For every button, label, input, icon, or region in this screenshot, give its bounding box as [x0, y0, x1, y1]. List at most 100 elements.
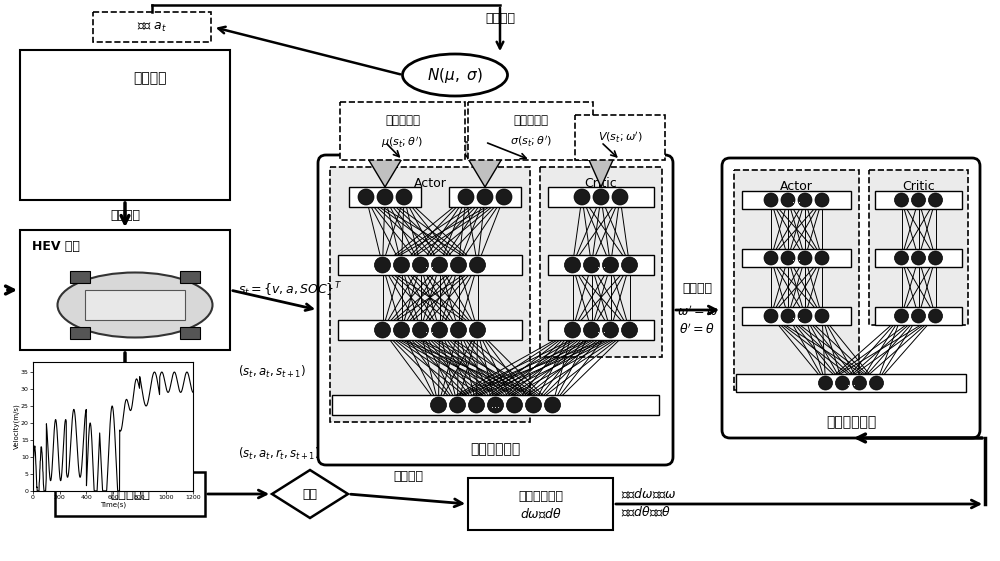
- Bar: [869, 170, 968, 325]
- Circle shape: [430, 397, 446, 413]
- Text: 获取累计梯度: 获取累计梯度: [518, 490, 563, 503]
- Bar: [742, 191, 851, 209]
- Circle shape: [781, 309, 795, 323]
- Bar: [548, 187, 654, 207]
- Circle shape: [895, 193, 908, 207]
- Text: 使用$d\omega$更新$\omega$: 使用$d\omega$更新$\omega$: [621, 487, 677, 501]
- Text: $d\omega$和$d\theta$: $d\omega$和$d\theta$: [520, 507, 561, 521]
- Text: 奖励: 奖励: [119, 409, 136, 423]
- Text: 局部神经网络: 局部神经网络: [470, 442, 521, 456]
- Circle shape: [450, 322, 466, 338]
- Bar: [875, 249, 962, 267]
- Circle shape: [815, 251, 829, 265]
- Circle shape: [450, 397, 466, 413]
- FancyBboxPatch shape: [722, 158, 980, 438]
- Text: 随机取样: 随机取样: [485, 11, 515, 25]
- Text: 运行工况: 运行工况: [110, 209, 140, 222]
- Circle shape: [895, 251, 908, 265]
- Text: ...: ...: [426, 260, 434, 270]
- Bar: [338, 320, 522, 340]
- Text: $\theta' =\theta$: $\theta' =\theta$: [679, 323, 716, 337]
- Bar: [20, 50, 230, 200]
- Text: ...: ...: [596, 325, 606, 335]
- Circle shape: [544, 397, 560, 413]
- Bar: [338, 255, 522, 275]
- Circle shape: [413, 257, 428, 273]
- Circle shape: [622, 257, 638, 273]
- Text: $\sigma(s_t;\theta')$: $\sigma(s_t;\theta')$: [510, 135, 551, 149]
- Text: 动作平均值: 动作平均值: [385, 113, 420, 126]
- Circle shape: [450, 257, 466, 273]
- Circle shape: [470, 257, 486, 273]
- Text: 动作标准差: 动作标准差: [513, 113, 548, 126]
- Text: Critic: Critic: [585, 177, 617, 190]
- Bar: [875, 307, 962, 325]
- Text: 行驶工况: 行驶工况: [133, 71, 167, 85]
- Polygon shape: [458, 142, 512, 187]
- Circle shape: [432, 257, 448, 273]
- Text: Critic: Critic: [902, 180, 935, 192]
- Circle shape: [912, 309, 926, 323]
- Circle shape: [526, 397, 542, 413]
- Bar: [70, 271, 90, 283]
- Text: 存储样本: 存储样本: [65, 448, 95, 461]
- Text: $(s_t, a_t, s_{t+1})$: $(s_t, a_t, s_{t+1})$: [238, 364, 306, 380]
- Circle shape: [928, 251, 942, 265]
- Bar: [180, 271, 200, 283]
- FancyBboxPatch shape: [318, 155, 673, 465]
- Circle shape: [564, 322, 580, 338]
- Bar: [540, 167, 662, 357]
- Bar: [349, 187, 421, 207]
- Circle shape: [928, 193, 942, 207]
- Bar: [468, 102, 593, 160]
- Text: 全局神经网络: 全局神经网络: [826, 415, 876, 429]
- Circle shape: [622, 322, 638, 338]
- Bar: [449, 187, 521, 207]
- Bar: [340, 102, 465, 160]
- Circle shape: [798, 309, 812, 323]
- Bar: [93, 12, 211, 42]
- Circle shape: [798, 193, 812, 207]
- Text: 终止: 终止: [302, 488, 318, 500]
- Circle shape: [507, 397, 522, 413]
- Circle shape: [593, 189, 609, 205]
- Y-axis label: Velocity(m/s): Velocity(m/s): [13, 403, 20, 449]
- Circle shape: [764, 251, 778, 265]
- Bar: [330, 167, 530, 422]
- Text: Actor: Actor: [780, 180, 813, 192]
- Circle shape: [912, 193, 926, 207]
- Circle shape: [815, 309, 829, 323]
- Text: 逆序取样: 逆序取样: [393, 470, 423, 482]
- Ellipse shape: [58, 273, 212, 338]
- Text: Actor: Actor: [414, 177, 446, 190]
- Circle shape: [358, 189, 374, 205]
- Ellipse shape: [402, 54, 508, 96]
- Bar: [85, 290, 185, 320]
- Text: ...: ...: [792, 195, 801, 205]
- Text: $\omega' =\omega$: $\omega' =\omega$: [677, 305, 718, 319]
- Bar: [736, 374, 966, 392]
- Bar: [734, 170, 859, 390]
- Text: 获得奖励: 获得奖励: [65, 366, 95, 379]
- Circle shape: [836, 376, 850, 390]
- Circle shape: [564, 257, 580, 273]
- Bar: [875, 191, 962, 209]
- Circle shape: [377, 189, 393, 205]
- Circle shape: [470, 322, 486, 338]
- Circle shape: [602, 322, 618, 338]
- Circle shape: [928, 309, 942, 323]
- Circle shape: [852, 376, 866, 390]
- Bar: [548, 255, 654, 275]
- Text: $V(s_t;\omega')$: $V(s_t;\omega')$: [598, 130, 642, 145]
- Bar: [70, 327, 90, 339]
- Circle shape: [781, 193, 795, 207]
- Bar: [742, 249, 851, 267]
- Bar: [180, 327, 200, 339]
- Circle shape: [396, 189, 412, 205]
- Circle shape: [496, 189, 512, 205]
- Circle shape: [394, 322, 410, 338]
- Text: ...: ...: [792, 311, 801, 321]
- Bar: [548, 320, 654, 340]
- Text: ...: ...: [846, 378, 856, 388]
- Circle shape: [374, 257, 390, 273]
